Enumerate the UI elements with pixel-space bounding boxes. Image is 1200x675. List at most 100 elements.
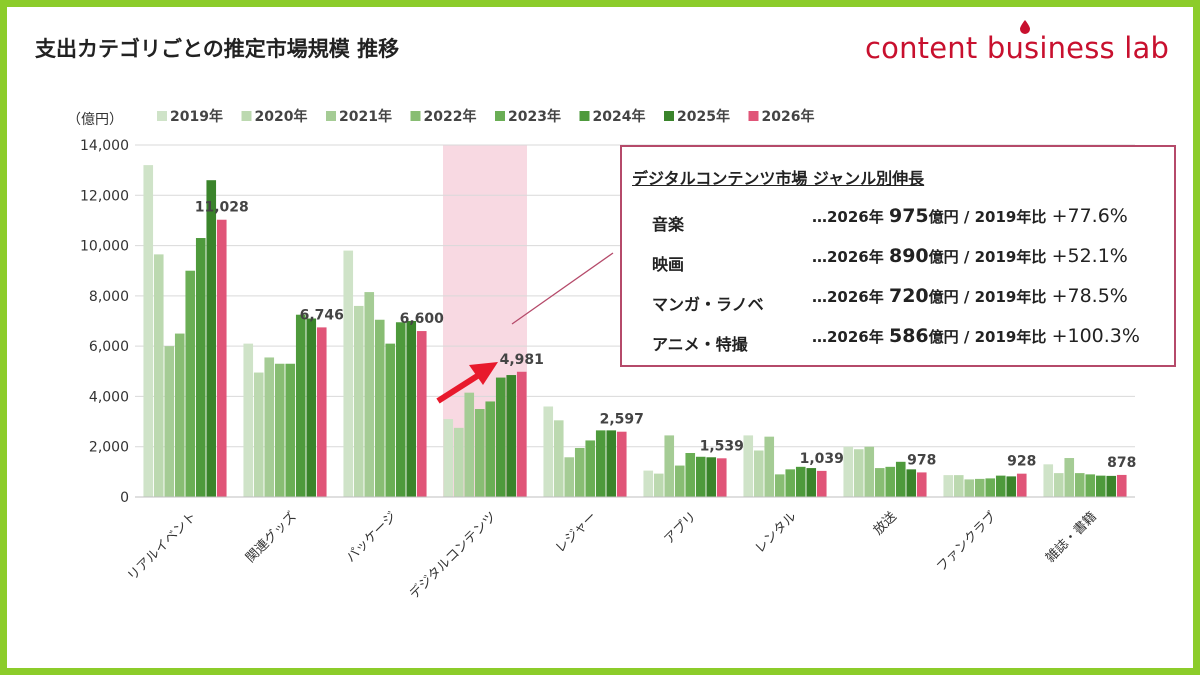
bar [895,461,906,497]
bar [1016,473,1027,497]
bar-chart: 0 2,000 4,000 6,000 8,000 10,000 12,000 14,000 （… [67,108,1136,602]
legend-swatch [157,111,167,121]
bar [506,375,517,497]
bar [874,468,885,497]
y-tick-label: 12,000 [80,188,129,204]
bar [964,479,975,497]
bar [343,250,354,497]
genre-name: 映画 [652,255,685,274]
genre-name: 音楽 [652,215,685,234]
legend-label: 2020年 [255,108,308,125]
data-label: 928 [1007,454,1036,470]
callout-row: アニメ・特撮 …2026年 586億円 / 2019年比 +100.3% [622,325,1172,355]
genre-stat: …2026年 720億円 / 2019年比 +78.5% [812,285,1128,307]
bar [206,180,217,497]
bar [285,363,296,497]
data-label: 978 [907,452,936,468]
brand-logo: content business lab [865,20,1170,65]
bar [543,406,554,497]
callout-row: 音楽 …2026年 975億円 / 2019年比 +77.6% [622,205,1172,235]
bar [1074,473,1085,497]
bar [685,453,696,497]
bar [143,165,154,497]
bar [664,435,675,497]
data-label: 6,600 [400,311,445,327]
bar [753,450,764,497]
y-unit-label: （億円） [67,112,123,128]
bar [695,456,706,497]
legend-label: 2019年 [170,108,223,125]
bar [1085,474,1096,497]
data-label: 6,746 [300,307,344,323]
bar [495,377,506,497]
bar [443,419,454,497]
category-label: レンタル [752,509,799,556]
bar [574,447,585,497]
category-label: レジャー [553,509,600,556]
legend-label: 2024年 [593,108,646,125]
category-label: アプリ [662,509,700,547]
bar [774,474,785,497]
category-label: 関連グッズ [243,509,300,566]
bar [985,478,996,497]
bar [1043,464,1054,497]
bar [943,475,954,497]
bar [716,458,727,497]
data-label: 1,039 [800,451,844,467]
category-label: 雑誌・書籍 [1043,509,1100,566]
bar [916,472,927,497]
callout-row: マンガ・ラノベ …2026年 720億円 / 2019年比 +78.5% [622,285,1172,315]
page-title: 支出カテゴリごとの推定市場規模 推移 [35,37,400,61]
bar [816,470,827,497]
bar [485,401,496,497]
data-label: 2,597 [600,412,644,428]
bar [1095,475,1106,497]
bar [706,457,717,497]
bar [464,392,475,497]
bar [795,466,806,497]
bar [374,319,385,497]
bar [1064,458,1075,497]
bar [385,343,396,497]
bar [616,431,627,497]
bar [906,469,917,497]
data-label: 11,028 [195,200,249,216]
bar [806,468,817,497]
bar [843,446,854,497]
legend-label: 2026年 [762,108,815,125]
data-label: 878 [1107,455,1136,471]
bar [864,446,875,497]
category-label: ファンクラブ [933,509,999,575]
legend-label: 2021年 [339,108,392,125]
bar [216,219,227,497]
brand-name: content business lab [865,31,1170,65]
y-tick-label: 14,000 [80,138,129,154]
genre-stat: …2026年 975億円 / 2019年比 +77.6% [812,205,1128,227]
bar [595,430,606,497]
bar [474,409,485,497]
bar [1116,474,1127,497]
genre-name: マンガ・ラノベ [652,295,764,314]
bar [785,469,796,497]
legend-label: 2025年 [677,108,730,125]
callout-box: デジタルコンテンツ市場 ジャンル別伸長 音楽 …2026年 975億円 / 20… [620,145,1176,367]
bar [743,435,754,497]
bar [674,465,685,497]
arrow-head [469,362,498,385]
y-tick-label: 8,000 [89,289,129,305]
bar [174,333,185,497]
bar [606,430,617,497]
genre-stat: …2026年 890億円 / 2019年比 +52.1% [812,245,1128,267]
genre-name: アニメ・特撮 [652,335,748,354]
bar [1006,476,1017,497]
data-label: 1,539 [700,438,744,454]
genre-stat: …2026年 586億円 / 2019年比 +100.3% [812,325,1140,347]
bar [274,363,285,497]
bar [995,475,1006,497]
drop-icon [1020,20,1030,34]
y-tick-label: 10,000 [80,239,129,255]
bar [1053,473,1064,497]
bar [585,440,596,497]
bar [453,427,464,497]
bar [853,449,864,497]
